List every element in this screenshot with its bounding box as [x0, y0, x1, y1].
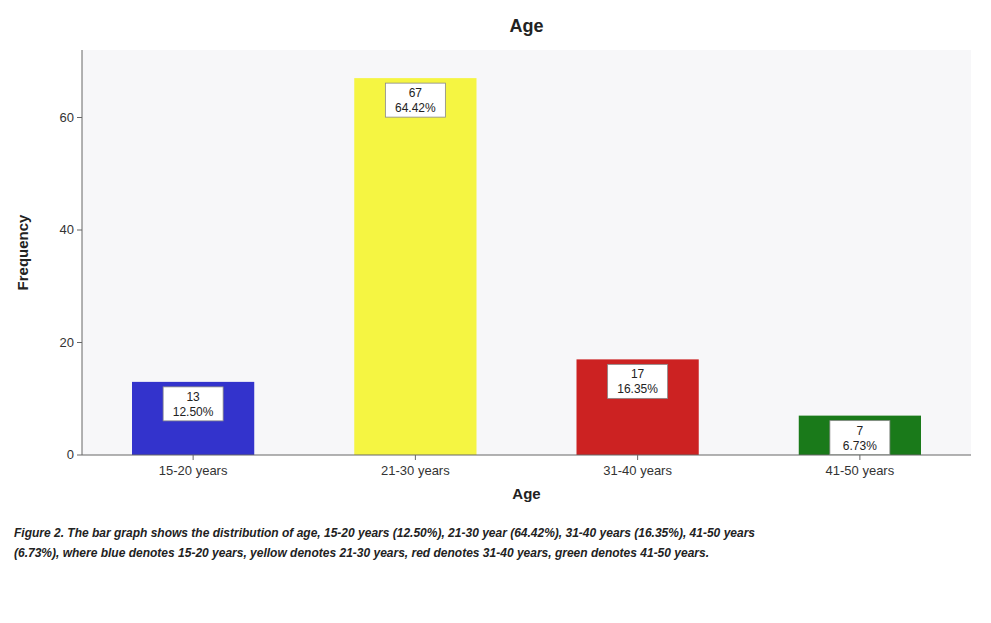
y-tick — [77, 230, 82, 231]
percentage-label: 6.73% — [843, 439, 877, 453]
data-label-box — [163, 387, 223, 421]
bar — [354, 78, 476, 455]
caption: Figure 2. The bar graph shows the distri… — [14, 526, 755, 540]
data-label: 76.73% — [830, 421, 890, 455]
x-tick — [415, 455, 416, 460]
bars — [132, 78, 921, 455]
y-axis — [82, 50, 83, 455]
data-label-box — [608, 364, 668, 398]
y-axis-label: Frequency — [14, 214, 31, 291]
data-label-box — [385, 83, 445, 117]
percentage-label: 16.35% — [617, 382, 658, 396]
y-tick-label: 40 — [60, 222, 74, 237]
y-tick — [77, 455, 82, 456]
percentage-label: 12.50% — [173, 405, 214, 419]
x-tick — [637, 455, 638, 460]
value-label: 17 — [631, 367, 645, 381]
x-axis-label: Age — [512, 485, 540, 502]
x-tick — [193, 455, 194, 460]
value-label: 13 — [186, 390, 200, 404]
data-label-box — [830, 421, 890, 455]
x-tick — [859, 455, 860, 460]
caption: (6.73%), where blue denotes 15-20 years,… — [14, 546, 709, 560]
x-tick-label: 15-20 years — [159, 463, 228, 478]
x-tick-label: 41-50 years — [826, 463, 895, 478]
y-tick — [77, 342, 82, 343]
y-tick-label: 20 — [60, 335, 74, 350]
y-tick — [77, 117, 82, 118]
data-label: 6764.42% — [385, 83, 445, 117]
x-tick-label: 21-30 years — [381, 463, 450, 478]
y-tick-label: 0 — [67, 447, 74, 462]
value-label: 67 — [409, 86, 423, 100]
y-tick-label: 60 — [60, 110, 74, 125]
percentage-label: 64.42% — [395, 101, 436, 115]
data-label: 1312.50% — [163, 387, 223, 421]
chart: 0 20 40 60 15-20 years 21-30 years 31-40 years… — [0, 0, 991, 623]
bar — [799, 416, 921, 455]
title: Age — [509, 16, 543, 36]
value-label: 7 — [857, 424, 864, 438]
x-tick-label: 31-40 years — [603, 463, 672, 478]
bar — [577, 359, 699, 455]
plot-area — [82, 50, 971, 455]
data-label: 1716.35% — [608, 364, 668, 398]
bar — [132, 382, 254, 455]
